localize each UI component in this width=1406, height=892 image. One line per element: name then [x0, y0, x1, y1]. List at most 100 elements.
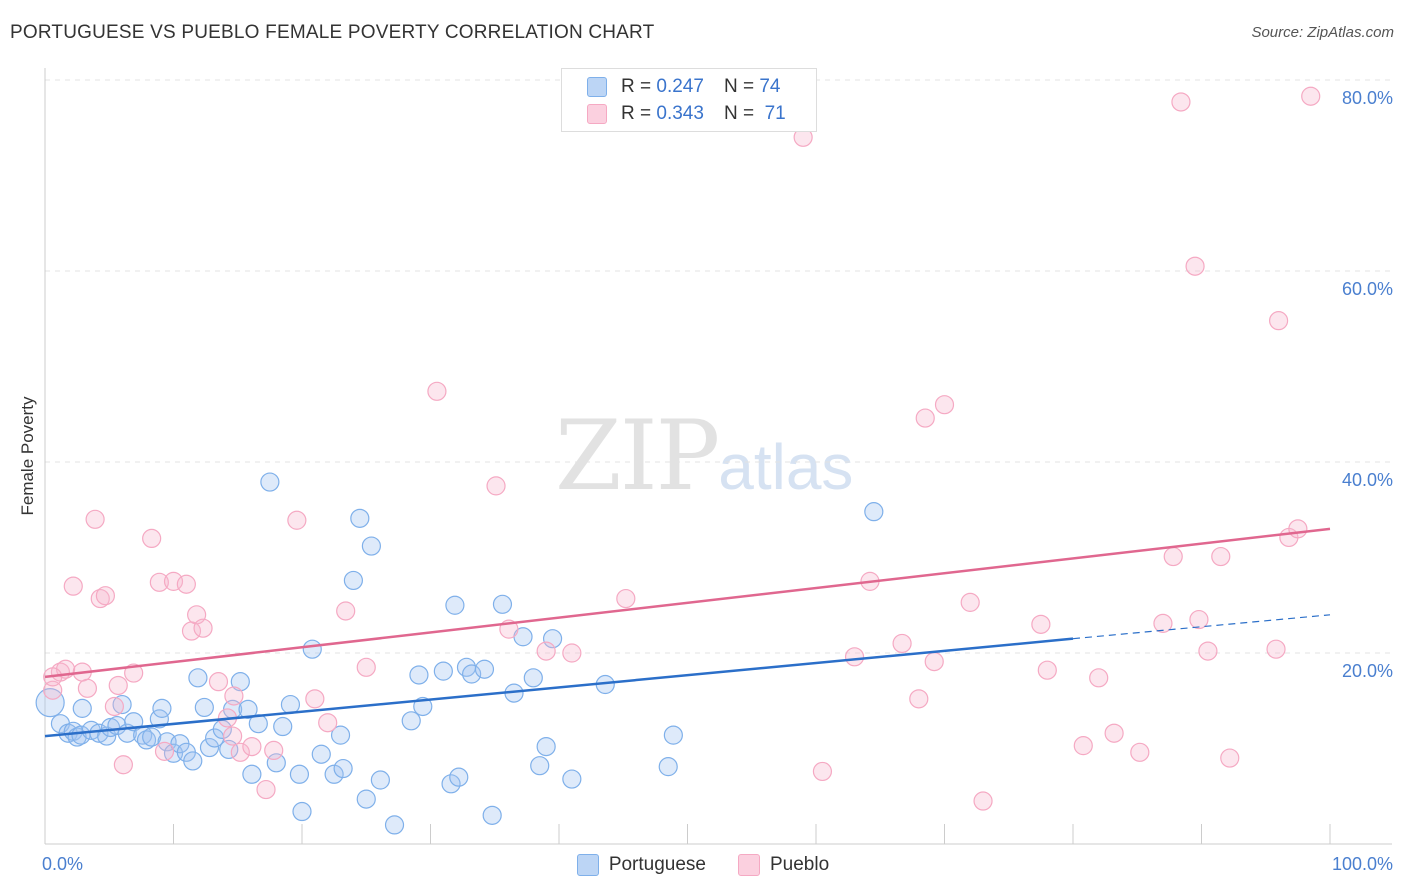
legend-row-pueblo: R = 0.343 N = 71 [587, 102, 786, 126]
point-pueblo [1104, 723, 1124, 743]
point-portuguese [536, 736, 556, 757]
point-pueblo [1171, 92, 1191, 112]
point-portuguese [361, 536, 381, 556]
point-pueblo [486, 476, 506, 496]
point-portuguese [311, 744, 331, 764]
point-portuguese [542, 629, 563, 649]
trend-line-portuguese [44, 637, 1074, 738]
point-portuguese [562, 769, 582, 789]
watermark: ZIPatlas [555, 400, 853, 512]
point-pueblo [90, 588, 110, 609]
point-pueblo [336, 601, 356, 621]
point-pueblo [242, 736, 262, 757]
point-pueblo [305, 689, 325, 709]
point-portuguese [194, 697, 214, 718]
point-portuguese [343, 570, 363, 591]
point-portuguese [530, 756, 550, 776]
trend-lines [44, 527, 1331, 738]
point-pueblo [256, 779, 276, 800]
watermark-atlas: atlas [718, 431, 854, 503]
y-tick-label: 60.0% [1342, 279, 1393, 299]
legend-swatch-pueblo [587, 104, 607, 124]
point-pueblo [973, 791, 993, 811]
point-portuguese [492, 594, 513, 614]
point-pueblo [104, 696, 124, 717]
point-pueblo [1089, 668, 1109, 688]
legend-swatch-portuguese [576, 854, 599, 876]
legend-row-portuguese: R = 0.247 N = 74 [587, 75, 780, 99]
legend-swatch-pueblo [738, 854, 760, 876]
point-pueblo [1037, 660, 1057, 680]
point-portuguese [663, 725, 683, 745]
point-pueblo [1185, 256, 1205, 276]
point-pueblo [43, 680, 63, 700]
watermark-zip: ZIP [555, 400, 720, 512]
point-portuguese [330, 725, 351, 745]
grid-lines [45, 79, 1392, 654]
legend-label-portuguese: Portuguese [608, 854, 706, 875]
point-pueblo [208, 672, 229, 692]
point-portuguese [72, 698, 92, 718]
point-portuguese [356, 789, 376, 809]
point-portuguese [292, 801, 312, 822]
point-pueblo [1163, 546, 1183, 567]
point-pueblo [264, 740, 284, 761]
point-portuguese [273, 716, 293, 737]
point-portuguese [302, 639, 322, 659]
point-portuguese [401, 711, 421, 731]
point-portuguese [413, 696, 433, 717]
point-portuguese [523, 668, 543, 688]
data-points [35, 86, 1321, 835]
point-portuguese [183, 751, 203, 771]
legend-item-portuguese: Portuguese [576, 854, 706, 876]
legend-r-label: R = [621, 103, 652, 124]
tick-labels: 20.0% 40.0% 60.0% 80.0% 0.0% 100.0% [42, 88, 1393, 874]
axes [44, 68, 1392, 845]
point-portuguese [266, 753, 286, 773]
point-portuguese [433, 661, 453, 681]
legend-r-value: 0.343 [656, 103, 704, 124]
point-portuguese [280, 694, 301, 715]
point-pueblo [1130, 742, 1150, 762]
point-portuguese [350, 508, 370, 528]
correlation-legend: R = 0.247 N = 74 R = 0.343 N = 71 [561, 68, 817, 132]
point-pueblo [1189, 609, 1209, 630]
point-portuguese [445, 595, 465, 615]
legend-n-value: 74 [759, 76, 781, 97]
point-pueblo [427, 381, 447, 401]
point-pueblo [154, 741, 175, 761]
point-portuguese [333, 758, 353, 779]
point-portuguese [864, 502, 884, 522]
legend-r-label: R = [621, 76, 652, 97]
point-pueblo [1153, 613, 1173, 633]
point-pueblo [176, 574, 196, 594]
point-pueblo [124, 663, 144, 683]
y-tick-label: 20.0% [1342, 661, 1393, 681]
point-portuguese [474, 659, 495, 679]
point-pueblo [1288, 519, 1308, 539]
legend-n-label: N = [723, 76, 755, 97]
point-pueblo [1211, 546, 1231, 567]
point-pueblo [1073, 736, 1093, 756]
point-pueblo [909, 689, 929, 709]
point-pueblo [960, 592, 980, 612]
point-pueblo [812, 761, 833, 782]
point-pueblo [915, 408, 935, 428]
point-portuguese [441, 774, 461, 794]
point-portuguese [370, 770, 390, 790]
point-portuguese [658, 757, 678, 777]
legend-n-value: 71 [764, 103, 786, 124]
point-portuguese [242, 764, 262, 784]
point-pueblo [536, 641, 556, 661]
point-portuguese [409, 665, 429, 685]
point-pueblo [77, 678, 98, 698]
legend-n-label: N = [723, 103, 755, 124]
point-pueblo [1031, 614, 1051, 634]
x-tick-label: 100.0% [1332, 854, 1393, 874]
point-portuguese [35, 688, 65, 718]
legend-swatch-portuguese [587, 77, 607, 97]
point-pueblo [1198, 641, 1218, 661]
point-portuguese [136, 730, 157, 750]
point-portuguese [89, 723, 109, 743]
point-pueblo [113, 755, 133, 775]
